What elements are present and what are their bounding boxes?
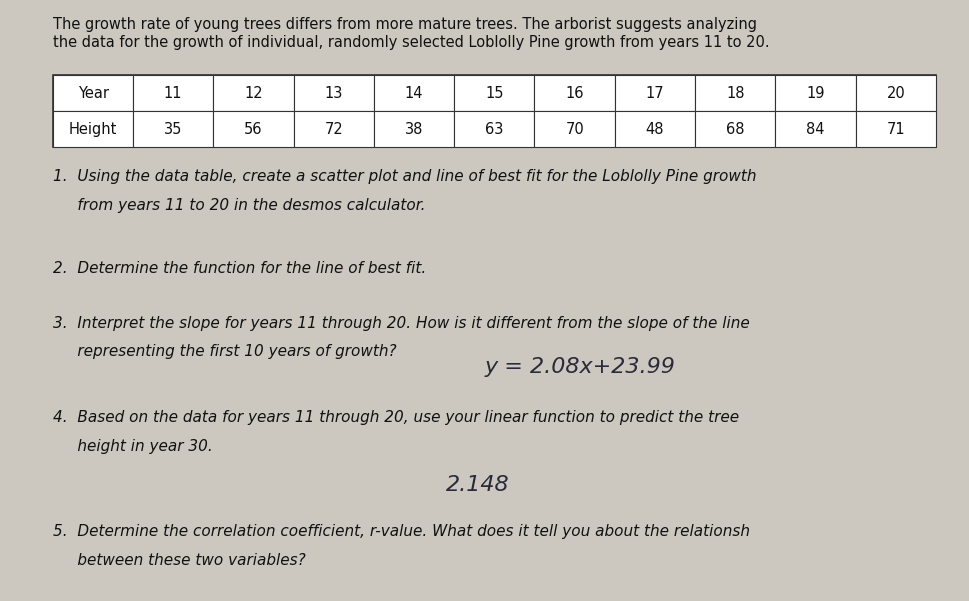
Bar <box>53 111 133 147</box>
Text: 16: 16 <box>565 86 583 100</box>
Text: 11: 11 <box>164 86 182 100</box>
Text: representing the first 10 years of growth?: representing the first 10 years of growt… <box>53 344 396 359</box>
Text: 2.148: 2.148 <box>446 475 510 495</box>
Bar <box>774 111 855 147</box>
Bar <box>53 75 133 111</box>
Bar <box>53 75 935 147</box>
Bar <box>294 75 373 111</box>
Text: 3.  Interpret the slope for years 11 through 20. How is it different from the sl: 3. Interpret the slope for years 11 thro… <box>53 316 749 331</box>
Text: 18: 18 <box>725 86 744 100</box>
Text: 56: 56 <box>244 122 263 136</box>
Text: 2.  Determine the function for the line of best fit.: 2. Determine the function for the line o… <box>53 261 426 276</box>
Text: Year: Year <box>78 86 109 100</box>
Text: height in year 30.: height in year 30. <box>53 439 213 454</box>
Bar <box>534 75 614 111</box>
Text: 4.  Based on the data for years 11 through 20, use your linear function to predi: 4. Based on the data for years 11 throug… <box>53 410 738 425</box>
Text: 1.  Using the data table, create a scatter plot and line of best fit for the Lob: 1. Using the data table, create a scatte… <box>53 169 756 185</box>
Bar <box>373 111 453 147</box>
Bar <box>614 75 695 111</box>
Bar <box>213 75 294 111</box>
Bar <box>133 111 213 147</box>
Text: 35: 35 <box>164 122 182 136</box>
Text: 72: 72 <box>324 122 343 136</box>
Text: 15: 15 <box>484 86 503 100</box>
Bar <box>133 75 213 111</box>
Bar <box>453 75 534 111</box>
Text: between these two variables?: between these two variables? <box>53 553 306 568</box>
Text: 68: 68 <box>725 122 744 136</box>
Bar <box>534 111 614 147</box>
Bar <box>373 75 453 111</box>
Text: 14: 14 <box>404 86 422 100</box>
Text: y = 2.08x+23.99: y = 2.08x+23.99 <box>484 356 675 377</box>
Text: 5.  Determine the correlation coefficient, r-value. What does it tell you about : 5. Determine the correlation coefficient… <box>53 524 750 539</box>
Text: Height: Height <box>69 122 117 136</box>
Text: 71: 71 <box>886 122 904 136</box>
Text: 63: 63 <box>484 122 503 136</box>
Bar <box>453 111 534 147</box>
Bar <box>855 111 935 147</box>
Text: 48: 48 <box>645 122 664 136</box>
Bar <box>695 75 774 111</box>
Bar <box>695 111 774 147</box>
Text: the data for the growth of individual, randomly selected Loblolly Pine growth fr: the data for the growth of individual, r… <box>53 35 769 50</box>
Text: 38: 38 <box>404 122 422 136</box>
Text: 19: 19 <box>805 86 824 100</box>
Text: The growth rate of young trees differs from more mature trees. The arborist sugg: The growth rate of young trees differs f… <box>53 17 757 32</box>
Text: from years 11 to 20 in the desmos calculator.: from years 11 to 20 in the desmos calcul… <box>53 198 425 213</box>
Bar <box>614 111 695 147</box>
Text: 70: 70 <box>565 122 583 136</box>
Text: 17: 17 <box>645 86 664 100</box>
Text: 20: 20 <box>886 86 904 100</box>
Bar <box>213 111 294 147</box>
Text: 13: 13 <box>325 86 342 100</box>
Text: 84: 84 <box>805 122 824 136</box>
Bar <box>855 75 935 111</box>
Bar <box>294 111 373 147</box>
Text: 12: 12 <box>244 86 263 100</box>
Bar <box>774 75 855 111</box>
